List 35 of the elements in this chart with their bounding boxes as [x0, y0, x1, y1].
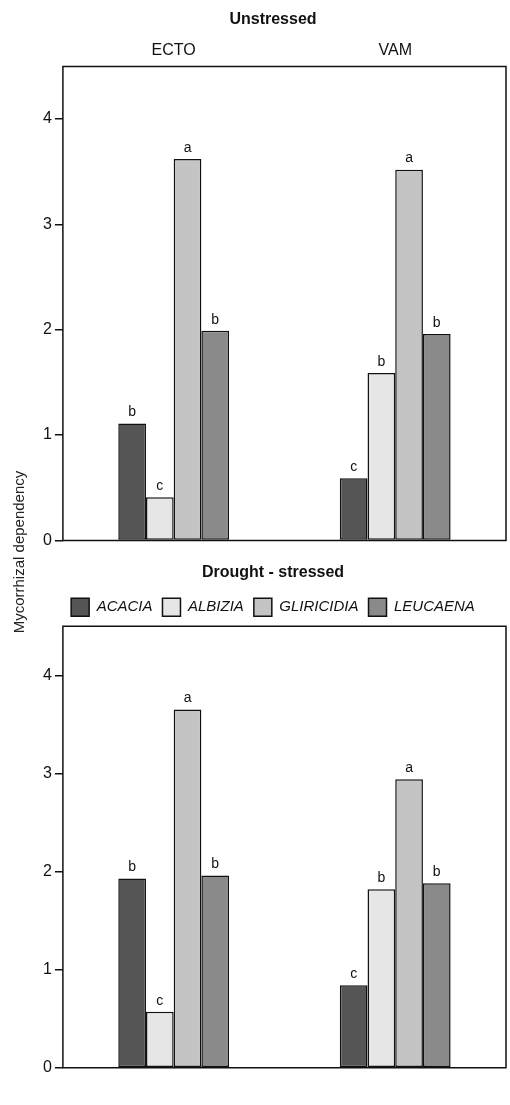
x-tick-label: ECTO — [151, 41, 196, 59]
data-label: c — [350, 458, 358, 475]
y-tick-label: 2 — [42, 861, 52, 879]
y-tick-label: 4 — [42, 665, 52, 683]
y-tick-label: 2 — [42, 320, 52, 338]
data-label: b — [377, 869, 386, 886]
data-label: b — [128, 403, 137, 420]
data-label: b — [211, 310, 220, 327]
legend-label: ALBIZIA — [186, 597, 244, 615]
y-tick-label: 1 — [42, 960, 52, 978]
y-tick-label: 0 — [42, 1058, 52, 1076]
chart-title: Unstressed — [229, 10, 317, 28]
data-label: c — [156, 477, 164, 494]
y-tick-label: 3 — [42, 763, 52, 781]
data-label: b — [432, 313, 441, 330]
x-tick-label: VAM — [378, 41, 412, 59]
y-tick-label: 3 — [42, 214, 52, 232]
data-label: c — [350, 965, 358, 982]
chart-title: Drought - stressed — [201, 563, 345, 581]
data-label: a — [405, 149, 414, 166]
data-label: a — [183, 689, 192, 706]
data-label: b — [377, 352, 386, 369]
legend-label: LEUCAENA — [394, 597, 475, 615]
data-label: b — [432, 863, 441, 880]
legend-label: GLIRICIDIA — [279, 597, 359, 615]
data-label: a — [183, 138, 192, 155]
data-label: b — [211, 855, 220, 872]
data-label: c — [156, 991, 164, 1008]
legend-label: ACACIA — [95, 597, 153, 615]
y-axis-title: Mycorrhizal dependency — [9, 470, 27, 634]
y-tick-label: 1 — [42, 425, 52, 443]
y-tick-label: 0 — [42, 530, 52, 548]
y-tick-label: 4 — [42, 109, 52, 127]
data-label: a — [405, 759, 414, 776]
data-label: b — [128, 858, 137, 875]
